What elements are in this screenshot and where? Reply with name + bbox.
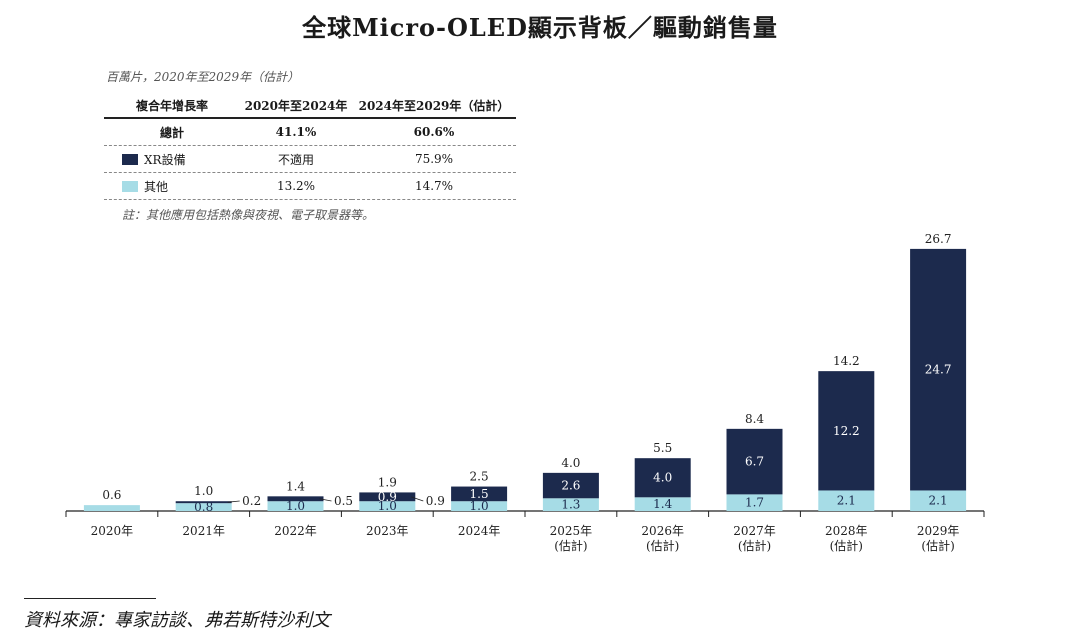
data-label-other: 1.0 <box>470 499 489 513</box>
bar-xr-2027年（估計） <box>726 428 783 495</box>
callout-leader <box>411 496 424 502</box>
bar-other-2023年 <box>359 501 416 511</box>
callout-leader <box>319 498 332 502</box>
chart-title: 全球Micro-OLED顯示背板／驅動銷售量 <box>302 13 778 42</box>
x-tick-label: 2028年 <box>825 524 868 538</box>
bar-other-2029年（估計） <box>910 490 967 511</box>
bar-xr-2026年（估計） <box>634 458 691 498</box>
data-label-total: 0.6 <box>102 488 121 502</box>
data-label-total: 5.5 <box>653 441 672 455</box>
bar-xr-2022年 <box>267 496 324 502</box>
data-label-xr: 0.9 <box>378 490 397 504</box>
x-tick-label: 2022年 <box>274 524 317 538</box>
bar-other-2022年 <box>267 501 324 511</box>
data-label-xr: 2.6 <box>561 479 580 493</box>
data-label-other: 1.0 <box>378 499 397 513</box>
data-label-total: 8.4 <box>745 412 764 426</box>
bar-xr-2025年（估計） <box>542 472 599 499</box>
cagr-row-total: 總計 41.1% 60.6% <box>104 118 516 146</box>
bar-other-2021年 <box>175 503 232 511</box>
source-text: 資料來源：專家訪談、弗若斯特沙利文 <box>24 610 330 631</box>
callout-label-xr: 0.2 <box>242 494 261 508</box>
data-label-total: 14.2 <box>833 354 860 368</box>
bar-other-2024年 <box>451 501 508 511</box>
cagr-xr-period2: 75.9% <box>352 145 516 173</box>
cagr-row-xr: XR設備 不適用 75.9% <box>104 145 516 173</box>
x-tick-label: (估計) <box>646 538 679 553</box>
x-tick-label: 2026年 <box>641 524 684 538</box>
data-label-total: 26.7 <box>925 232 952 246</box>
data-label-xr: 1.5 <box>470 487 489 501</box>
x-tick-label: 2025年 <box>550 524 593 538</box>
data-label-xr: 4.0 <box>653 471 672 485</box>
source-rule <box>24 598 156 599</box>
cagr-other-label: 其他 <box>144 179 169 194</box>
bar-xr-2028年（估計） <box>818 371 875 491</box>
bar-other-2028年（估計） <box>818 490 875 511</box>
data-label-xr: 6.7 <box>745 455 764 469</box>
cagr-xr-label: XR設備 <box>144 152 186 167</box>
data-label-xr: 12.2 <box>833 424 860 438</box>
cagr-other-period1: 13.2% <box>240 172 352 200</box>
data-label-other: 2.1 <box>837 494 856 508</box>
bar-other-2025年（估計） <box>542 498 599 511</box>
cagr-total-period2: 60.6% <box>352 118 516 146</box>
footnote: 註：其他應用包括熱像與夜視、電子取景器等。 <box>122 208 375 222</box>
x-tick-label: (估計) <box>738 538 771 553</box>
x-tick-label: (估計) <box>830 538 863 553</box>
x-tick-label: 2024年 <box>458 524 501 538</box>
cagr-header-period1: 2020年至2024年 <box>240 94 352 119</box>
cagr-other-period2: 14.7% <box>352 172 516 200</box>
cagr-header-label: 複合年增長率 <box>104 94 240 119</box>
bar-xr-2021年 <box>175 501 232 504</box>
data-label-total: 1.9 <box>378 475 397 489</box>
cagr-xr-legend: XR設備 <box>104 145 240 173</box>
data-label-other: 1.0 <box>286 499 305 513</box>
bar-xr-2024年 <box>451 486 508 502</box>
x-tick-label: (估計) <box>554 538 587 553</box>
x-tick-label: (估計) <box>921 538 954 553</box>
other-swatch <box>122 180 138 192</box>
data-label-other: 1.3 <box>561 498 580 512</box>
xr-swatch <box>122 153 138 165</box>
bar-other-2020年 <box>83 505 140 511</box>
bar-other-2027年（估計） <box>726 494 783 511</box>
unit-note: 百萬片，2020年至2029年（估計） <box>106 70 300 84</box>
data-label-xr: 24.7 <box>925 363 952 377</box>
data-label-total: 1.0 <box>194 484 213 498</box>
cagr-row-other: 其他 13.2% 14.7% <box>104 172 516 200</box>
bar-other-2026年（估計） <box>634 497 691 511</box>
bar-xr-2023年 <box>359 492 416 502</box>
cagr-xr-period1: 不適用 <box>240 145 352 173</box>
data-label-other: 2.1 <box>929 494 948 508</box>
cagr-header-period2: 2024年至2029年（估計） <box>352 94 516 119</box>
cagr-total-label: 總計 <box>104 118 240 146</box>
callout-label-xr: 0.5 <box>334 494 353 508</box>
data-label-other: 1.7 <box>745 496 764 510</box>
x-tick-label: 2020年 <box>91 524 134 538</box>
cagr-other-legend: 其他 <box>104 172 240 200</box>
x-tick-label: 2023年 <box>366 524 409 538</box>
cagr-total-period1: 41.1% <box>240 118 352 146</box>
cagr-header-row: 複合年增長率 2020年至2024年 2024年至2029年（估計） <box>104 94 516 119</box>
x-tick-label: 2029年 <box>917 524 960 538</box>
x-tick-label: 2021年 <box>182 524 225 538</box>
data-label-other: 1.4 <box>653 497 672 511</box>
data-label-total: 2.5 <box>470 470 489 484</box>
data-label-total: 4.0 <box>561 456 580 470</box>
callout-leader <box>227 500 240 503</box>
data-label-total: 1.4 <box>286 479 305 493</box>
x-tick-label: 2027年 <box>733 524 776 538</box>
bar-xr-2029年（估計） <box>910 248 967 491</box>
cagr-table: 複合年增長率 2020年至2024年 2024年至2029年（估計） 總計 41… <box>104 94 516 200</box>
callout-label-xr: 0.9 <box>426 494 445 508</box>
data-label-other: 0.8 <box>194 500 213 514</box>
